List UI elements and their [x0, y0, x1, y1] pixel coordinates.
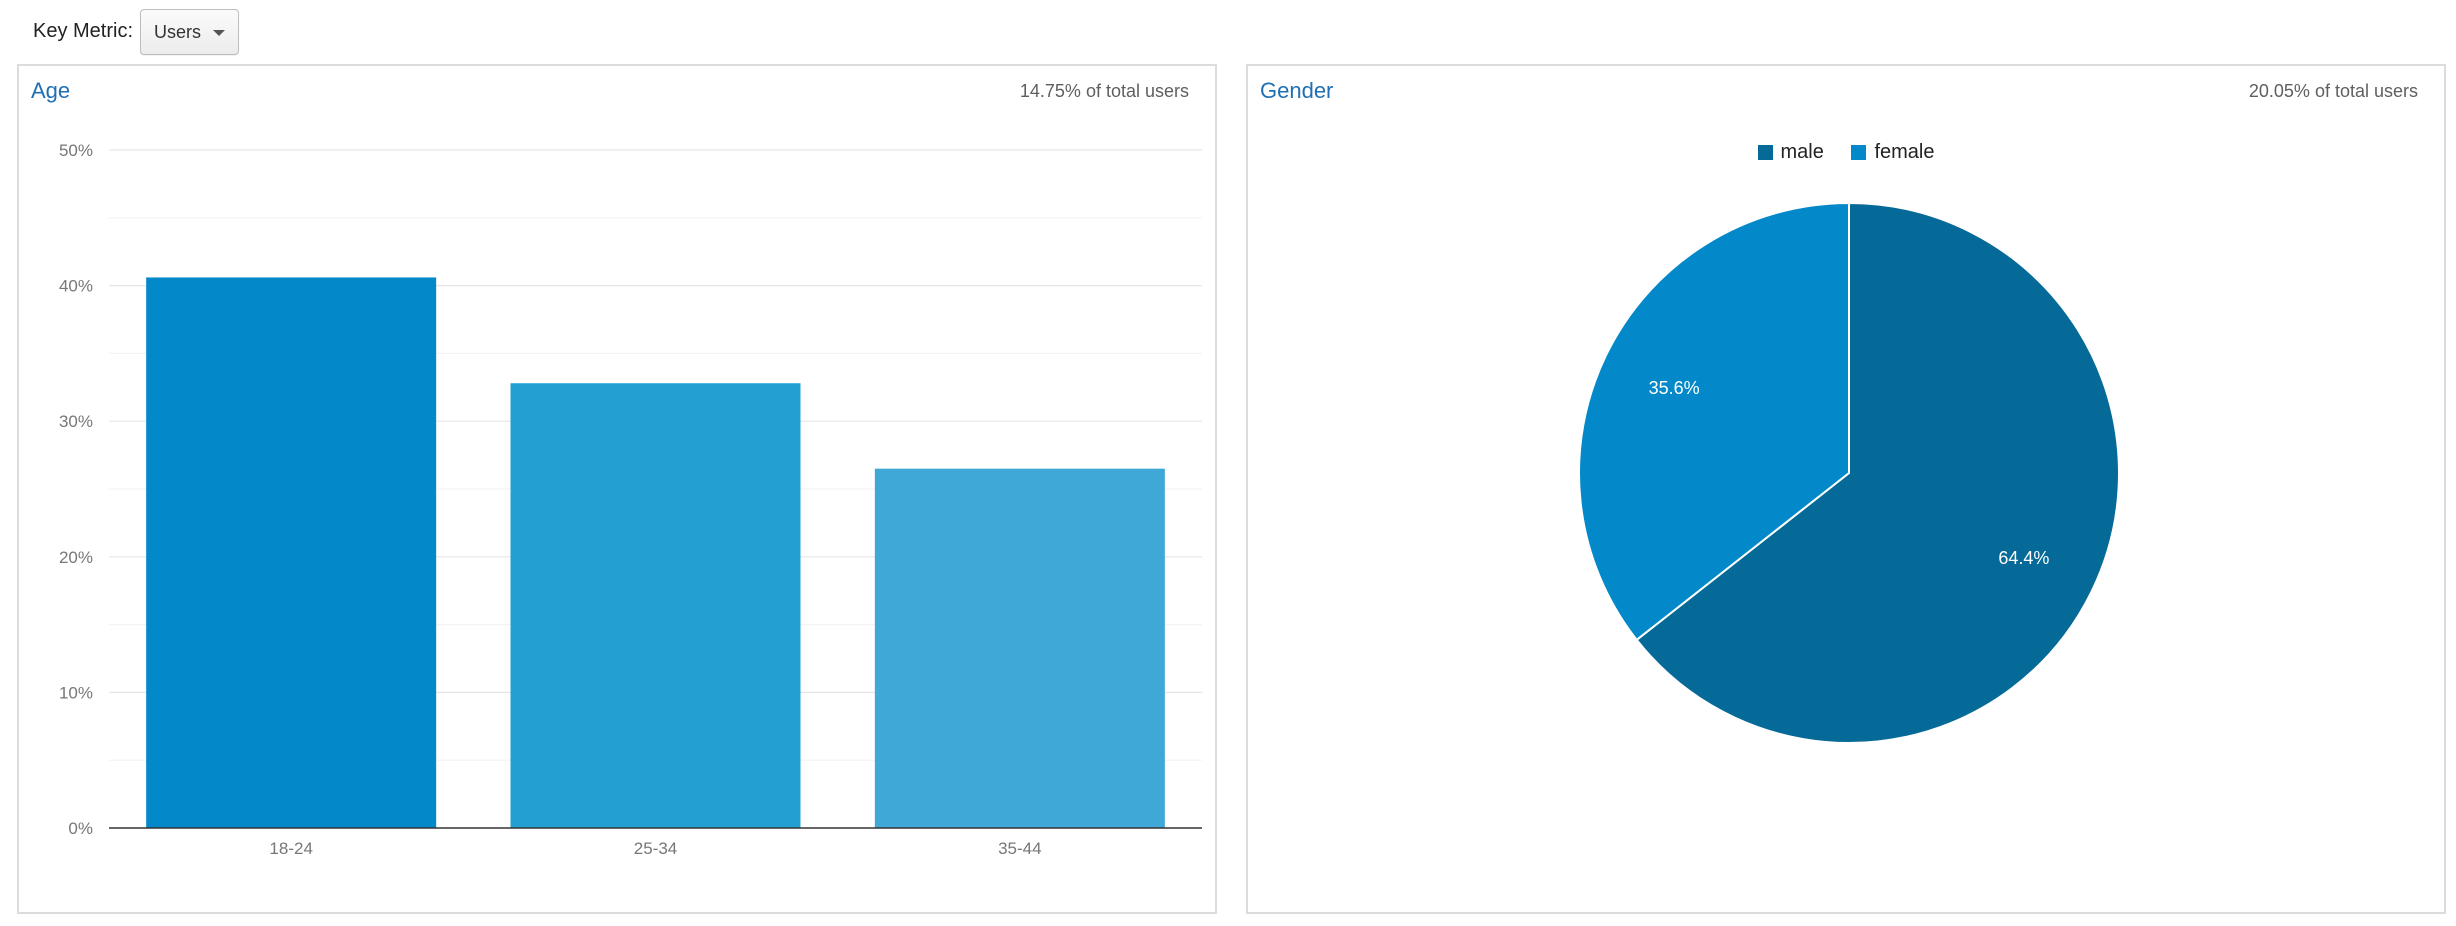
- y-tick-label: 50%: [59, 141, 93, 160]
- legend-item-male: male: [1757, 141, 1824, 164]
- gender-total-users-note: 20.05% of total users: [2248, 81, 2418, 101]
- pie-slice-male[interactable]: [1635, 201, 2120, 744]
- legend-label-female: female: [1874, 141, 1935, 163]
- y-tick-label: 20%: [59, 548, 93, 567]
- age-bar-chart: 0% 10% 20% 30% 40% 50% 18-24 25-34 35-44: [59, 141, 1202, 858]
- key-metric-value: Users: [154, 22, 202, 42]
- x-tick-label: 18-24: [269, 839, 312, 858]
- legend-swatch-male: [1757, 145, 1773, 160]
- pie-label-female: 35.6%: [1649, 378, 1700, 398]
- chevron-down-icon: [213, 30, 225, 36]
- bar-18-24[interactable]: [146, 277, 437, 828]
- pie-label-male: 64.4%: [1998, 548, 2049, 568]
- legend-item-female: female: [1851, 141, 1934, 164]
- y-tick-label: 30%: [59, 412, 93, 431]
- gender-pie-chart: 64.4% 35.6%: [1578, 201, 2120, 744]
- x-tick-label: 35-44: [998, 839, 1041, 858]
- bar-25-34[interactable]: [510, 383, 801, 828]
- key-metric-label: Key Metric:: [33, 20, 134, 42]
- bar-35-44[interactable]: [874, 468, 1165, 828]
- y-tick-label: 40%: [59, 277, 93, 296]
- y-tick-label: 10%: [59, 683, 93, 702]
- gender-panel-title: Gender: [1260, 78, 1334, 103]
- key-metric-bar: Key Metric: Users: [0, 0, 2456, 64]
- legend-label-male: male: [1780, 141, 1824, 163]
- legend-swatch-female: [1851, 145, 1867, 160]
- y-tick-label: 0%: [68, 819, 93, 838]
- gender-legend: male female: [1248, 141, 2444, 166]
- gender-panel: Gender 20.05% of total users male female…: [1246, 64, 2446, 914]
- age-panel: Age 14.75% of total users 0% 10% 20% 30% 40%…: [17, 64, 1217, 914]
- age-total-users-note: 14.75% of total users: [1019, 81, 1189, 101]
- age-panel-title: Age: [31, 78, 71, 103]
- x-tick-label: 25-34: [634, 839, 677, 858]
- pie-slice-female[interactable]: [1578, 201, 1850, 642]
- key-metric-dropdown[interactable]: Users: [140, 9, 239, 55]
